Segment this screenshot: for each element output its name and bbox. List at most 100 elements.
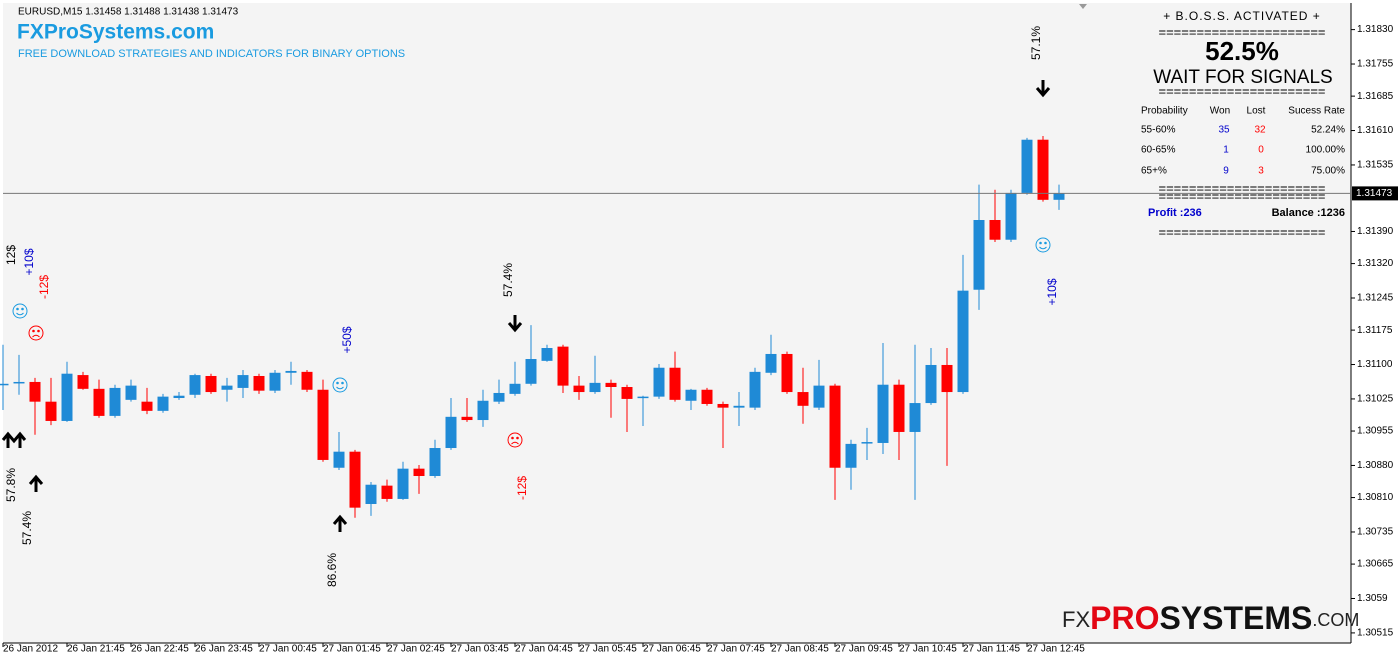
y-tick-label: 1.31245 (1357, 293, 1394, 304)
scroll-marker (1079, 4, 1087, 9)
candle-body (589, 382, 601, 393)
annotation: +50$ (340, 326, 354, 353)
column-header: Lost (1247, 106, 1266, 117)
current-price-label: 1.31473 (1356, 188, 1393, 199)
x-tick-label: 27 Jan 02:45 (387, 644, 445, 655)
x-tick-label: 27 Jan 08:45 (771, 644, 829, 655)
candle-body (813, 385, 825, 408)
candle-body (77, 375, 89, 389)
panel-title: + B.O.S.S. ACTIVATED + (1163, 9, 1321, 23)
panel-status: WAIT FOR SIGNALS (1153, 67, 1332, 88)
candle-body (125, 385, 137, 400)
candle-body (413, 468, 425, 477)
annotation: -12$ (37, 275, 51, 299)
candle-body (605, 382, 617, 387)
candle-body (461, 416, 473, 421)
separator: ====================== (1158, 188, 1325, 203)
rate: 52.24% (1311, 125, 1345, 136)
x-tick-label: 27 Jan 04:45 (515, 644, 573, 655)
boss-panel: + B.O.S.S. ACTIVATED + =================… (1141, 9, 1345, 239)
watermark-pro: PRO (1090, 600, 1159, 636)
watermark-systems: SYSTEMS (1159, 600, 1312, 636)
candle-body (829, 385, 841, 468)
y-tick-label: 1.31320 (1357, 258, 1394, 269)
win-icon (12, 303, 28, 319)
candle-body (909, 403, 921, 432)
candle-body (173, 395, 185, 399)
annotation: 57.8% (4, 468, 18, 502)
logo-subtitle: FREE DOWNLOAD STRATEGIES AND INDICATORS … (18, 48, 405, 60)
annotation: +10$ (22, 248, 36, 275)
candle-body (477, 400, 489, 421)
candle-body (29, 381, 41, 402)
buy-arrow (332, 514, 348, 532)
candle-body (493, 392, 505, 402)
won: 9 (1223, 166, 1229, 177)
y-tick-label: 1.31830 (1357, 24, 1394, 35)
y-tick-label: 1.31685 (1357, 91, 1394, 102)
y-tick-label: 1.30880 (1357, 460, 1394, 471)
candle-body (285, 370, 297, 373)
y-tick-label: 1.30515 (1357, 628, 1394, 639)
candles (0, 136, 1065, 518)
y-tick-label: 1.30810 (1357, 492, 1394, 503)
separator: ====================== (1158, 24, 1325, 39)
annotation: +10$ (1045, 278, 1059, 305)
x-tick-label: 27 Jan 01:45 (323, 644, 381, 655)
candle-body (957, 290, 969, 393)
buy-arrow-double (1, 431, 27, 448)
candle-body (205, 375, 217, 393)
watermark-fx: FX (1062, 607, 1090, 632)
candle-body (525, 359, 537, 384)
candle-body (797, 392, 809, 406)
candle-body (765, 353, 777, 373)
win-icon (332, 377, 348, 393)
y-tick-label: 1.31755 (1357, 59, 1394, 70)
candle-body (221, 385, 233, 390)
row-label: 60-65% (1141, 145, 1176, 156)
candle-body (253, 375, 265, 391)
candle-body (93, 388, 105, 416)
x-tick-label: 27 Jan 06:45 (643, 644, 701, 655)
won: 1 (1223, 145, 1229, 156)
separator: ====================== (1158, 180, 1325, 195)
annotation: 57.1% (1029, 26, 1043, 60)
candle-body (781, 353, 793, 393)
candle-body (749, 371, 761, 408)
candle-body (557, 346, 569, 386)
column-header: Won (1210, 106, 1230, 117)
row-label: 55-60% (1141, 125, 1176, 136)
plot-area (3, 3, 1351, 643)
y-tick-label: 1.31610 (1357, 125, 1394, 136)
candle-body (509, 383, 521, 394)
x-tick-label: 27 Jan 03:45 (451, 644, 509, 655)
x-tick-label: 27 Jan 07:45 (707, 644, 765, 655)
y-tick-label: 1.30665 (1357, 559, 1394, 570)
annotation: 57.4% (20, 511, 34, 545)
annotation: 86.6% (325, 553, 339, 587)
balance: Balance :1236 (1272, 207, 1345, 219)
candle-body (1005, 192, 1017, 240)
symbol-header: EURUSD,M15 1.31458 1.31488 1.31438 1.314… (18, 7, 239, 18)
candle-body (861, 442, 873, 444)
sell-arrow (507, 315, 523, 333)
annotation: 57.4% (501, 263, 515, 297)
candle-body (45, 401, 57, 421)
lost: 0 (1258, 145, 1264, 156)
rate: 75.00% (1311, 166, 1345, 177)
candle-body (877, 384, 889, 443)
current-price-box (1352, 186, 1398, 201)
x-tick-label: 27 Jan 09:45 (835, 644, 893, 655)
candle-body (397, 468, 409, 499)
candle-body (445, 416, 457, 449)
loss-icon (28, 325, 44, 341)
candle-body (685, 389, 697, 401)
x-tick-label: 27 Jan 12:45 (1027, 644, 1085, 655)
annotation: 12$ (4, 245, 18, 265)
candle-body (157, 396, 169, 411)
separator: ====================== (1158, 224, 1325, 239)
candle-body (973, 220, 985, 290)
x-tick-label: 27 Jan 00:45 (259, 644, 317, 655)
x-tick-label: 26 Jan 23:45 (195, 644, 253, 655)
y-tick-label: 1.31025 (1357, 394, 1394, 405)
